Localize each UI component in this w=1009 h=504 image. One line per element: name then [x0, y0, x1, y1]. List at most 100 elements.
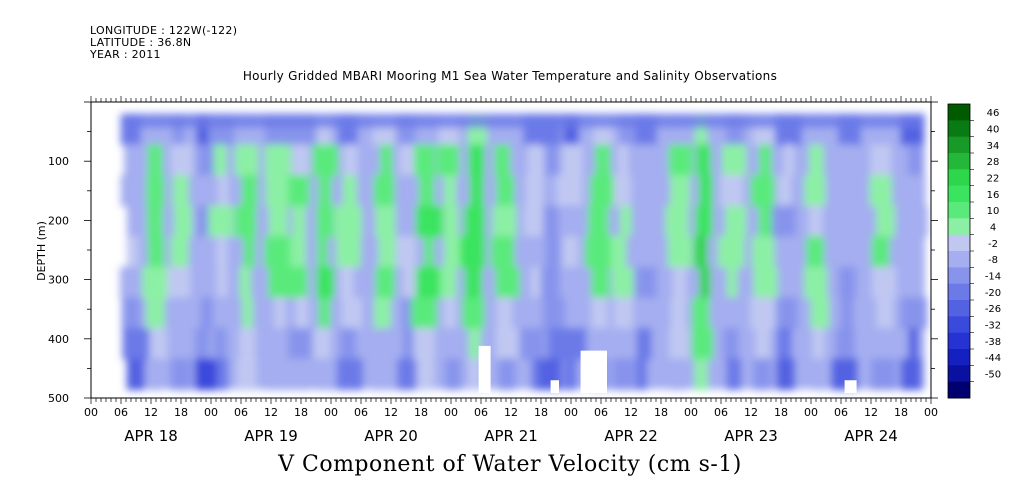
field-cell — [612, 266, 634, 299]
colorbar-label: 46 — [987, 108, 1000, 119]
latitude-label: LATITUDE : 36.8N — [90, 36, 192, 49]
field-cell — [264, 358, 290, 391]
x-hour-tick-label: 12 — [264, 406, 278, 419]
field-cell — [632, 144, 655, 177]
field-cell — [564, 297, 575, 329]
field-cell — [612, 358, 635, 391]
field-cell — [813, 358, 825, 391]
field-cell — [495, 266, 520, 299]
field-cell — [696, 144, 711, 177]
y-tick-label: 100 — [48, 155, 69, 168]
colorbar-swatch — [948, 365, 970, 383]
field-cell — [410, 297, 438, 329]
field-cell — [900, 358, 922, 391]
field-cell — [835, 327, 855, 360]
x-day-label: APR 21 — [484, 427, 538, 445]
colorbar-swatch — [948, 349, 970, 366]
colorbar-swatch — [948, 300, 970, 317]
field-cell — [636, 327, 652, 360]
colorbar-label: 34 — [987, 141, 1000, 152]
field-cell — [809, 144, 824, 177]
y-tick-label: 400 — [48, 333, 69, 346]
field-cell — [242, 297, 253, 329]
x-hour-tick-label: 18 — [414, 406, 428, 419]
field-cell — [839, 205, 853, 238]
field-cell — [808, 205, 823, 238]
field-cell — [274, 297, 286, 329]
field-cell — [631, 175, 658, 207]
field-cell — [721, 144, 747, 177]
field-cell — [268, 266, 290, 299]
field-cell — [632, 297, 648, 329]
colorbar-label: -26 — [985, 304, 1001, 315]
longitude-label: LONGITUDE : 122W(-122) — [90, 24, 238, 37]
y-tick-label: 200 — [48, 214, 69, 227]
field-cell — [374, 297, 391, 329]
field-cell — [545, 236, 561, 268]
field-cell — [812, 327, 825, 360]
field-cell — [810, 297, 830, 329]
field-cell — [342, 175, 357, 207]
field-cell — [127, 236, 139, 268]
field-cell — [295, 297, 309, 329]
field-cell — [720, 175, 744, 207]
field-cell — [440, 327, 457, 360]
x-hour-tick-label: 12 — [144, 406, 158, 419]
field-cell — [122, 327, 150, 360]
field-cell — [876, 205, 896, 238]
field-cell — [723, 327, 739, 360]
field-cell — [443, 236, 464, 268]
field-cell — [127, 205, 143, 238]
field-cell — [268, 205, 288, 238]
field-cell — [375, 205, 396, 238]
field-cell — [399, 144, 416, 177]
field-cell — [495, 327, 519, 360]
field-cell — [213, 327, 227, 360]
x-hour-tick-label: 18 — [174, 406, 188, 419]
missing-data — [580, 350, 607, 394]
field-cell — [545, 144, 559, 177]
field-cell — [216, 236, 228, 268]
x-hour-tick-label: 00 — [564, 406, 578, 419]
missing-data — [844, 380, 857, 394]
field-cell — [234, 205, 257, 238]
colorbar: 46 40 34 28 22 16 10 4 -2 -8 -14 -20 -26 -32 -38 -44 -50 — [947, 103, 1001, 399]
field-cell — [126, 358, 145, 391]
field-cell — [613, 297, 634, 329]
field-cell — [119, 266, 142, 299]
field-cell — [691, 297, 710, 329]
field-cell — [726, 358, 742, 391]
field-cell — [217, 297, 233, 329]
field-cell — [459, 236, 486, 268]
colorbar-swatch — [948, 104, 970, 121]
field-cell — [870, 358, 897, 391]
colorbar-swatch — [948, 234, 970, 252]
field-cell — [698, 175, 713, 207]
colorbar-swatch — [948, 267, 970, 285]
field-cell — [617, 327, 629, 360]
field-cell — [899, 236, 924, 268]
field-cell — [776, 297, 798, 329]
field-cell — [635, 358, 648, 391]
colorbar-swatch — [948, 120, 970, 138]
x-day-label: APR 23 — [724, 427, 778, 445]
field-cell — [200, 175, 216, 207]
field-cell — [194, 358, 218, 391]
x-hour-tick-label: 12 — [624, 406, 638, 419]
field-cell — [806, 236, 825, 268]
field-cell — [149, 327, 168, 360]
field-cell — [835, 144, 856, 177]
field-cell — [413, 327, 435, 360]
field-cell — [443, 297, 457, 329]
field-cell — [339, 327, 357, 360]
field-cell — [415, 205, 443, 238]
field-cell — [397, 358, 416, 391]
field-cell — [565, 266, 582, 299]
field-cell — [498, 358, 516, 391]
colorbar-swatch — [948, 169, 970, 187]
field-cell — [445, 358, 461, 391]
field-cell — [418, 175, 435, 207]
field-cell — [216, 358, 229, 391]
field-cell — [174, 205, 192, 238]
